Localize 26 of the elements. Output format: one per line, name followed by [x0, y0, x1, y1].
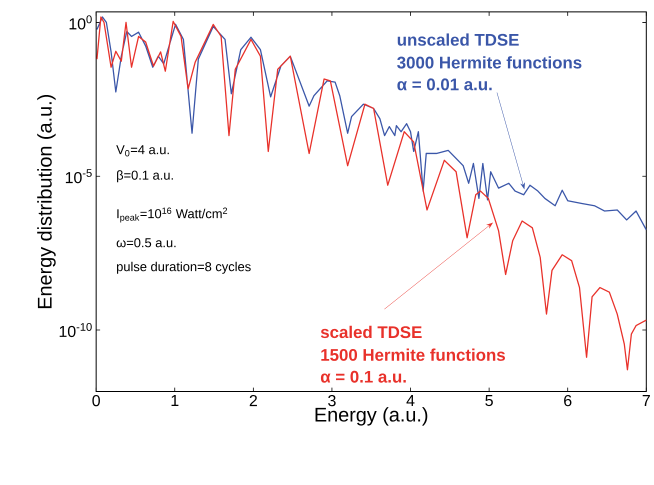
- x-tick-label: 3: [328, 395, 336, 406]
- annotation: scaled TDSE: [320, 326, 422, 338]
- annotation: V$_{0}$=4 a.u.: [116, 145, 169, 157]
- x-tick-label: 0: [92, 395, 100, 406]
- annotation: unscaled TDSE: [398, 34, 519, 46]
- x-tick-label: 6: [564, 395, 572, 406]
- y-tick-label: 10$^{-10}$: [60, 323, 92, 338]
- line-series: [96, 16, 646, 371]
- y-tick-label: 10$^{-5}$: [66, 169, 92, 184]
- annotation: I$_{peak}$=10$^{16}$ Watt/cm$^{2}$: [117, 208, 228, 223]
- x-axis-title: Energy (a.u.): [316, 407, 428, 426]
- annotation: α = 0.01 a.u.: [397, 78, 492, 91]
- x-tick-label: 1: [172, 395, 178, 406]
- annotation: 1500 Hermite functions: [321, 348, 505, 362]
- line-series: [96, 16, 646, 231]
- annotation: ω=0.5 a.u.: [116, 238, 176, 248]
- x-tick-label: 5: [485, 395, 493, 406]
- x-tick-label: 2: [250, 395, 257, 406]
- annotation: pulse duration=8 cycles: [116, 262, 251, 274]
- x-tick-label: 4: [406, 395, 414, 406]
- annotation: β=0.1 a.u.: [117, 170, 173, 182]
- annotation: α = 0.1 a.u.: [320, 370, 406, 383]
- y-axis-title: Energy distribution (a.u.): [37, 95, 56, 308]
- annotation: 3000 Hermite functions: [397, 56, 582, 69]
- y-tick-label: 10$^{0}$: [70, 16, 92, 30]
- x-tick-label: 7: [642, 395, 650, 406]
